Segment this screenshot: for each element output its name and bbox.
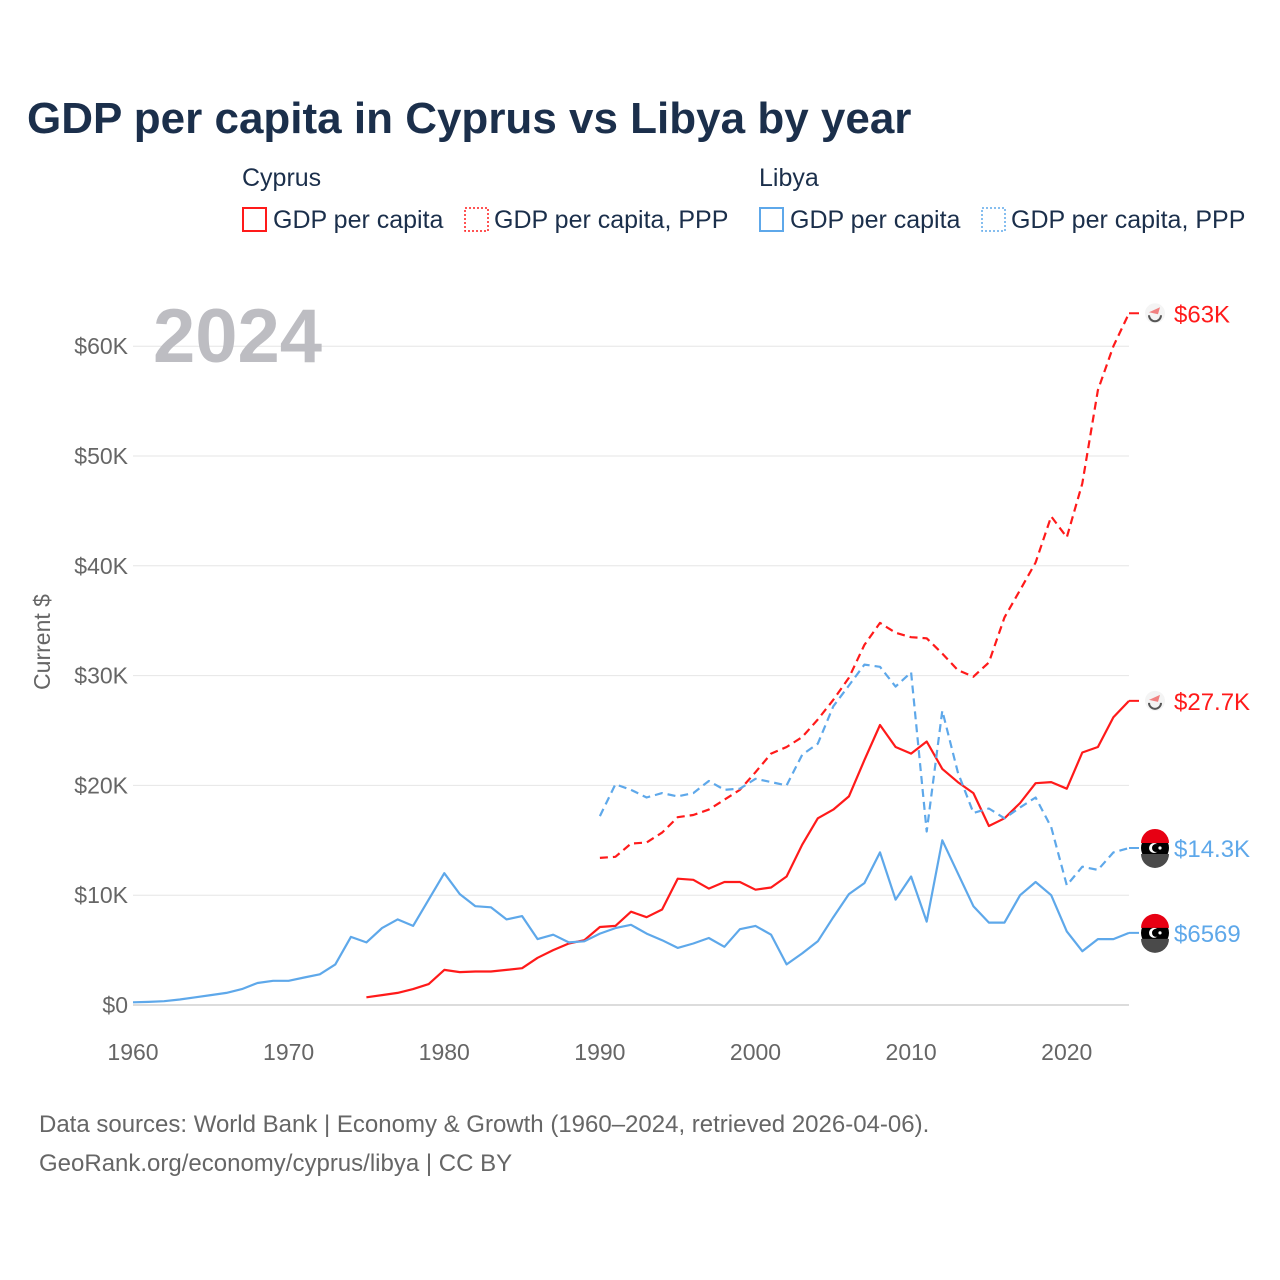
x-tick-label: 2020 [1041, 1039, 1092, 1065]
chart-title: GDP per capita in Cyprus vs Libya by yea… [27, 94, 911, 143]
libya-flag-icon [1141, 913, 1169, 953]
x-tick-label: 2000 [730, 1039, 781, 1065]
island-shape [1149, 694, 1160, 702]
grid [133, 345, 1129, 1006]
x-tick-label: 1970 [263, 1039, 314, 1065]
x-tick-label: 2010 [886, 1039, 937, 1065]
cyprus-flag-icon [1145, 690, 1165, 711]
y-tick-label: $40K [74, 553, 128, 579]
legend-swatch-cyprus-ppp [464, 207, 489, 232]
series-line-cyprus-gdp-per-capita-ppp [599, 312, 1130, 859]
olive-branches [1148, 315, 1162, 323]
end-value-label: $14.3K [1174, 836, 1250, 863]
footer-link[interactable]: GeoRank.org/economy/cyprus/libya | CC BY [39, 1150, 512, 1177]
legend-item-cyprus-gdp[interactable]: GDP per capita [273, 206, 444, 234]
x-tick-label: 1990 [574, 1039, 625, 1065]
end-value-label: $63K [1174, 301, 1230, 328]
legend-swatch-cyprus-solid [242, 207, 267, 232]
end-value-label: $27.7K [1174, 689, 1250, 716]
olive-branches [1148, 702, 1162, 710]
series-line-cyprus-gdp-per-capita [366, 700, 1130, 999]
legend-swatch-libya-ppp [981, 207, 1006, 232]
flag-red-band [1141, 828, 1169, 843]
island-shape [1149, 307, 1160, 315]
y-tick-label: $10K [74, 882, 128, 908]
star [1158, 931, 1162, 935]
y-tick-label: $50K [74, 443, 128, 469]
y-axis-ticks: $0 $10K $20K $30K $40K $50K $60K [74, 333, 128, 1018]
crescent-cut [1152, 928, 1160, 937]
x-tick-label: 1960 [107, 1039, 158, 1065]
legend-group-libya: Libya [759, 164, 819, 192]
legend-item-libya-ppp[interactable]: GDP per capita, PPP [1011, 206, 1245, 234]
flag-green-band [1141, 938, 1169, 953]
footer-sources: Data sources: World Bank | Economy & Gro… [39, 1111, 929, 1138]
cyprus-flag-icon [1145, 303, 1165, 324]
flag-red-band [1141, 913, 1169, 928]
legend-swatch-libya-solid [759, 207, 784, 232]
libya-flag-icon [1141, 828, 1169, 868]
legend-item-libya-gdp[interactable]: GDP per capita [790, 206, 961, 234]
x-tick-label: 1980 [419, 1039, 470, 1065]
legend: Cyprus GDP per capita GDP per capita, PP… [242, 164, 1245, 234]
x-axis-ticks: 1960 1970 1980 1990 2000 2010 2020 [107, 1039, 1092, 1065]
series-line-libya-gdp-per-capita [132, 839, 1130, 1004]
y-tick-label: $60K [74, 333, 128, 359]
y-axis-label: Current $ [29, 594, 55, 690]
y-tick-label: $0 [102, 992, 128, 1018]
crescent-cut [1152, 843, 1160, 852]
year-watermark: 2024 [153, 294, 322, 379]
series-line-libya-gdp-per-capita-ppp [598, 663, 1130, 887]
legend-group-cyprus: Cyprus [242, 164, 321, 192]
y-tick-label: $30K [74, 663, 128, 689]
end-markers: $27.7K $63K $6569 $14.3K [1129, 301, 1250, 953]
legend-item-cyprus-ppp[interactable]: GDP per capita, PPP [494, 206, 728, 234]
series-lines [132, 312, 1130, 1004]
flag-green-band [1141, 853, 1169, 868]
star [1158, 846, 1162, 850]
y-tick-label: $20K [74, 772, 128, 798]
end-value-label: $6569 [1174, 921, 1241, 948]
